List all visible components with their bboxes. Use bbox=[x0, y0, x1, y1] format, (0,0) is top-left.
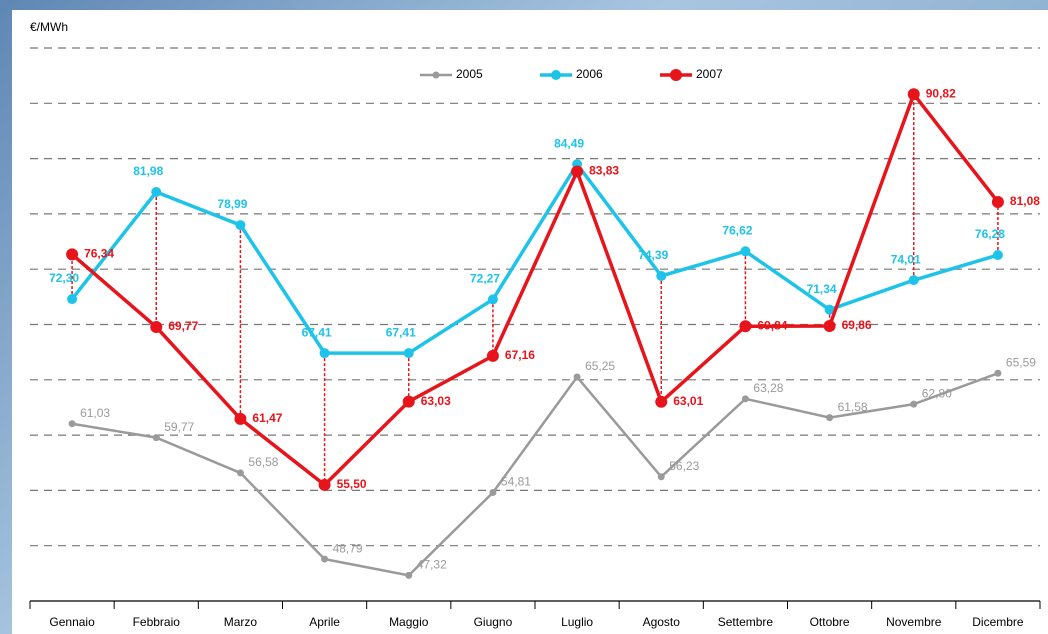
marker bbox=[487, 294, 498, 305]
marker bbox=[739, 320, 752, 333]
data-label: 65,25 bbox=[585, 359, 615, 373]
data-label: 76,28 bbox=[975, 227, 1005, 241]
marker bbox=[234, 412, 247, 425]
data-label: 81,98 bbox=[133, 164, 163, 178]
marker bbox=[908, 275, 919, 286]
marker bbox=[573, 373, 581, 381]
marker bbox=[656, 270, 667, 281]
data-label: 61,03 bbox=[80, 406, 110, 420]
data-label: 67,16 bbox=[505, 348, 535, 362]
data-label: 72,27 bbox=[470, 272, 500, 286]
marker bbox=[489, 489, 497, 497]
data-label: 63,28 bbox=[753, 381, 783, 395]
marker bbox=[236, 469, 244, 477]
legend-label: 2007 bbox=[696, 67, 723, 81]
x-tick-label: Settembre bbox=[718, 615, 774, 629]
y-axis-label: €/MWh bbox=[30, 20, 68, 34]
data-label: 72,30 bbox=[49, 271, 79, 285]
x-tick-label: Luglio bbox=[561, 615, 593, 629]
marker bbox=[657, 473, 665, 481]
series-line bbox=[71, 372, 999, 577]
marker bbox=[826, 414, 834, 422]
data-label: 69,84 bbox=[757, 318, 787, 332]
marker bbox=[319, 348, 330, 359]
marker bbox=[741, 395, 749, 403]
marker bbox=[992, 250, 1003, 261]
marker bbox=[824, 304, 835, 315]
data-label: 47,32 bbox=[417, 558, 447, 572]
data-label: 61,58 bbox=[838, 400, 868, 414]
x-tick-label: Ottobre bbox=[810, 615, 850, 629]
data-label: 56,23 bbox=[669, 459, 699, 473]
marker bbox=[67, 294, 78, 305]
marker bbox=[910, 400, 918, 408]
x-tick-label: Agosto bbox=[643, 615, 681, 629]
data-label: 74,39 bbox=[638, 248, 668, 262]
marker bbox=[235, 220, 246, 231]
data-label: 81,08 bbox=[1010, 194, 1040, 208]
data-label: 59,77 bbox=[164, 420, 194, 434]
x-tick-label: Giugno bbox=[474, 615, 513, 629]
data-label: 76,34 bbox=[84, 247, 114, 261]
marker bbox=[991, 195, 1004, 208]
x-tick-label: Gennaio bbox=[49, 615, 95, 629]
data-label: 69,86 bbox=[842, 318, 872, 332]
marker bbox=[66, 248, 79, 261]
data-label: 69,77 bbox=[168, 319, 198, 333]
series-line bbox=[70, 90, 1000, 488]
marker bbox=[486, 349, 499, 362]
data-label: 56,58 bbox=[248, 455, 278, 469]
plot-background bbox=[12, 10, 1048, 634]
marker bbox=[403, 348, 414, 359]
data-label: 63,01 bbox=[673, 394, 703, 408]
marker bbox=[740, 246, 751, 257]
x-tick-label: Marzo bbox=[224, 615, 258, 629]
data-label: 90,82 bbox=[926, 86, 956, 100]
x-tick-label: Maggio bbox=[389, 615, 429, 629]
series-line bbox=[70, 161, 999, 355]
marker bbox=[150, 321, 163, 334]
x-tick-label: Novembre bbox=[886, 615, 942, 629]
x-tick-label: Aprile bbox=[309, 615, 340, 629]
data-label: 48,79 bbox=[333, 541, 363, 555]
x-tick-label: Dicembre bbox=[972, 615, 1024, 629]
legend-marker bbox=[551, 70, 561, 80]
legend-marker bbox=[670, 69, 682, 81]
data-label: 62,80 bbox=[922, 386, 952, 400]
marker bbox=[907, 88, 920, 101]
data-label: 71,34 bbox=[807, 282, 837, 296]
data-label: 76,62 bbox=[722, 223, 752, 237]
marker bbox=[402, 395, 415, 408]
legend-marker bbox=[432, 71, 440, 79]
data-label: 84,49 bbox=[554, 136, 584, 150]
marker bbox=[68, 420, 76, 428]
marker bbox=[152, 434, 160, 442]
data-label: 63,03 bbox=[421, 394, 451, 408]
marker bbox=[655, 395, 668, 408]
marker bbox=[994, 369, 1002, 377]
x-tick-label: Febbraio bbox=[133, 615, 181, 629]
data-label: 54,81 bbox=[501, 475, 531, 489]
legend-label: 2005 bbox=[456, 67, 483, 81]
data-label: 61,47 bbox=[252, 411, 282, 425]
legend-label: 2006 bbox=[576, 67, 603, 81]
marker bbox=[321, 555, 329, 563]
data-label: 65,59 bbox=[1006, 355, 1036, 369]
marker bbox=[823, 320, 836, 333]
marker bbox=[571, 165, 584, 178]
data-label: 78,99 bbox=[217, 197, 247, 211]
marker bbox=[405, 571, 413, 579]
data-label: 67,41 bbox=[302, 325, 332, 339]
marker bbox=[151, 187, 162, 198]
marker bbox=[318, 478, 331, 491]
data-label: 67,41 bbox=[386, 325, 416, 339]
data-label: 83,83 bbox=[589, 164, 619, 178]
data-label: 74,01 bbox=[891, 252, 921, 266]
data-label: 55,50 bbox=[337, 477, 367, 491]
